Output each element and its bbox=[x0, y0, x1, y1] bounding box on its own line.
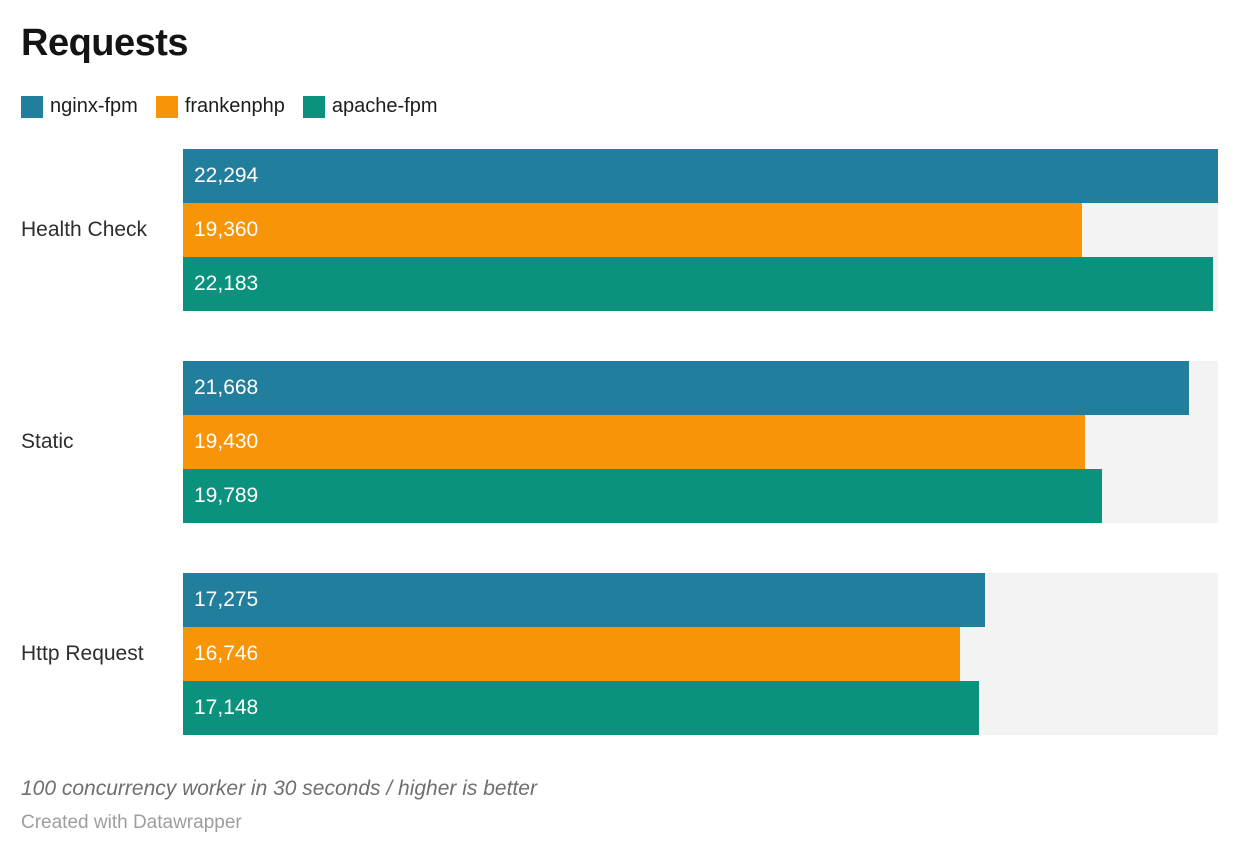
category-group-static: Static 21,668 19,430 19,789 bbox=[0, 361, 1240, 523]
legend-label: frankenphp bbox=[184, 95, 285, 117]
chart-footnote: 100 concurrency worker in 30 seconds / h… bbox=[21, 777, 537, 800]
bar-nginx-fpm: 21,668 bbox=[183, 361, 1189, 415]
chart-title: Requests bbox=[21, 22, 189, 64]
bar-apache-fpm: 17,148 bbox=[183, 681, 980, 735]
legend-item-frankenphp: frankenphp bbox=[155, 95, 285, 118]
bar-value-label: 17,275 bbox=[194, 588, 259, 611]
legend-item-apache-fpm: apache-fpm bbox=[302, 95, 438, 118]
category-group-health-check: Health Check 22,294 19,360 22,183 bbox=[0, 149, 1240, 311]
bar-value-label: 21,668 bbox=[194, 376, 259, 399]
bar-track: 21,668 19,430 19,789 bbox=[183, 361, 1218, 523]
bar-nginx-fpm: 22,294 bbox=[183, 149, 1218, 203]
category-label: Static bbox=[21, 430, 74, 453]
legend-swatch-icon bbox=[21, 95, 43, 118]
category-group-http-request: Http Request 17,275 16,746 17,148 bbox=[0, 573, 1240, 735]
legend-label: nginx-fpm bbox=[50, 95, 138, 117]
legend: nginx-fpm frankenphp apache-fpm bbox=[0, 95, 1240, 118]
category-label: Health Check bbox=[21, 218, 148, 241]
bar-value-label: 16,746 bbox=[194, 642, 259, 665]
bar-value-label: 19,360 bbox=[194, 218, 259, 241]
bar-frankenphp: 16,746 bbox=[183, 627, 961, 681]
bar-nginx-fpm: 17,275 bbox=[183, 573, 985, 627]
category-label: Http Request bbox=[21, 642, 144, 665]
bar-apache-fpm: 22,183 bbox=[183, 257, 1213, 311]
bar-apache-fpm: 19,789 bbox=[183, 469, 1102, 523]
datawrapper-attribution-link[interactable]: Created with Datawrapper bbox=[21, 812, 242, 833]
bar-value-label: 19,430 bbox=[194, 430, 259, 453]
bar-chart: Health Check 22,294 19,360 22,183 Static… bbox=[0, 149, 1240, 735]
bar-frankenphp: 19,360 bbox=[183, 203, 1082, 257]
bar-frankenphp: 19,430 bbox=[183, 415, 1086, 469]
bar-track: 22,294 19,360 22,183 bbox=[183, 149, 1218, 311]
bar-value-label: 22,294 bbox=[194, 164, 259, 187]
bar-value-label: 17,148 bbox=[194, 696, 259, 719]
legend-label: apache-fpm bbox=[331, 95, 438, 117]
bar-value-label: 22,183 bbox=[194, 272, 259, 295]
bar-value-label: 19,789 bbox=[194, 484, 259, 507]
legend-swatch-icon bbox=[155, 95, 178, 118]
legend-item-nginx-fpm: nginx-fpm bbox=[21, 95, 138, 118]
bar-track: 17,275 16,746 17,148 bbox=[183, 573, 1218, 735]
legend-swatch-icon bbox=[302, 95, 325, 118]
